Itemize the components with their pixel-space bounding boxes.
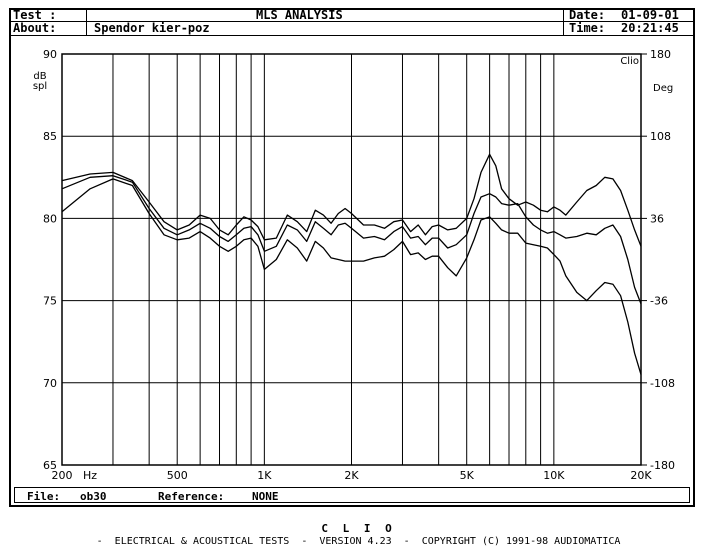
response-curve-3 <box>61 178 642 375</box>
chart-labels: 65 70 75 80 85 90 -180 -108 -36 36 108 180 200 500 1K 2… <box>33 48 675 482</box>
y-tick-label: 80 <box>43 212 57 225</box>
copyright-footer: C L I O - ELECTRICAL & ACOUSTICAL TESTS … <box>0 511 705 548</box>
y2-axis-label: Deg <box>653 83 673 94</box>
x-tick-label: 1K <box>257 469 272 482</box>
about-label: About: <box>13 21 57 35</box>
response-curve-2 <box>61 175 642 305</box>
file-label: File: <box>27 490 61 503</box>
y2-tick-label: -36 <box>650 295 668 308</box>
y-tick-label: 70 <box>43 377 57 390</box>
x-tick-label: 500 <box>167 469 188 482</box>
x-tick-label: 20K <box>630 469 652 482</box>
chart-curves <box>61 153 642 375</box>
x-tick-label: 5K <box>460 469 475 482</box>
response-curve-1 <box>61 153 642 247</box>
x-tick-label: 2K <box>344 469 359 482</box>
y2-tick-label: -108 <box>650 377 675 390</box>
clio-corner-label: Clio <box>620 56 639 67</box>
plot-window-frame <box>9 8 695 507</box>
y-tick-label: 90 <box>43 48 57 61</box>
header-right-column-rule <box>563 8 564 35</box>
brand-name: C L I O <box>321 522 396 535</box>
date-value: 01-09-01 <box>621 8 679 22</box>
file-info-bar <box>14 487 690 503</box>
y-tick-label: 75 <box>43 295 57 308</box>
time-label: Time: <box>569 21 606 35</box>
x-unit-label: Hz <box>83 469 97 482</box>
y-tick-label: 85 <box>43 130 57 143</box>
frequency-response-chart: 65 70 75 80 85 90 -180 -108 -36 36 108 180 200 500 1K 2… <box>33 48 675 482</box>
x-tick-label: 10K <box>543 469 565 482</box>
y-axis-label: spl <box>33 81 47 92</box>
y2-tick-label: 180 <box>650 48 671 61</box>
date-label: Date: <box>569 8 606 22</box>
y-axis-label: dB <box>33 71 46 82</box>
time-value: 20:21:45 <box>621 21 679 35</box>
y2-tick-label: 108 <box>650 130 671 143</box>
header-left-column-rule <box>86 8 87 35</box>
y2-tick-label: 36 <box>650 212 664 225</box>
reference-label: Reference: <box>158 490 225 503</box>
y-tick-label: 65 <box>43 459 57 472</box>
header-divider <box>9 21 695 22</box>
about-value: Spendor kier-poz <box>94 21 210 35</box>
x-tick-label: 200 <box>52 469 73 482</box>
footer-tagline: - ELECTRICAL & ACOUSTICAL TESTS - VERSIO… <box>96 536 621 547</box>
page-title: MLS ANALYSIS <box>256 8 343 22</box>
file-value: ob30 <box>80 490 107 503</box>
chart-grid <box>61 53 647 466</box>
y2-tick-label: -180 <box>650 459 675 472</box>
header-bottom-rule <box>9 35 695 36</box>
test-label: Test : <box>13 8 57 22</box>
reference-value: NONE <box>252 490 279 503</box>
